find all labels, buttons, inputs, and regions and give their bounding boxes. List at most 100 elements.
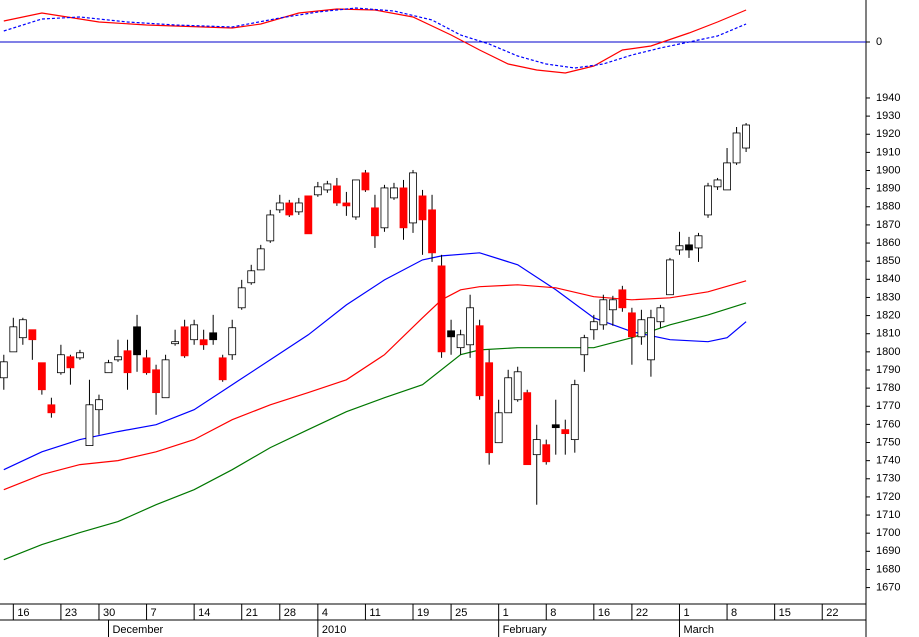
candle-body [627, 312, 636, 338]
x-tick-label: 1 [683, 607, 689, 619]
candle-body [599, 299, 608, 326]
candle-body [675, 245, 684, 251]
candle-body [28, 329, 37, 341]
candle-body [390, 187, 398, 199]
x-tick-label: 28 [284, 607, 296, 619]
candle-body [551, 424, 560, 429]
y-tick-label: 1890 [876, 183, 900, 195]
candle-body [76, 352, 84, 359]
candle-body [656, 307, 665, 323]
candle-body [447, 330, 455, 338]
x-tick-label: 16 [17, 607, 29, 619]
candle-body [494, 412, 503, 444]
candle-body [418, 195, 427, 221]
candle-body [332, 185, 341, 204]
x-tick-label: 21 [246, 607, 258, 619]
candle-body [95, 399, 103, 411]
y-tick-label: 0 [876, 36, 882, 48]
y-tick-label: 1880 [876, 201, 900, 213]
candle-body [47, 404, 56, 414]
candle-body [66, 356, 75, 369]
candle-body [256, 248, 265, 271]
y-tick-label: 1920 [876, 128, 900, 140]
candle-body [732, 132, 741, 164]
candle-body [313, 186, 322, 196]
candle-body [171, 341, 180, 345]
candle-body [323, 183, 332, 191]
candle-body [685, 244, 693, 251]
candle-body [399, 187, 408, 229]
y-tick-label: 1720 [876, 491, 900, 503]
x-tick-label: 8 [731, 607, 737, 619]
x-tick-label: 4 [322, 607, 328, 619]
candle-body [647, 317, 655, 361]
candle-body [618, 289, 627, 309]
candle-body [304, 195, 313, 235]
candle-body [513, 371, 522, 401]
y-tick-label: 1670 [876, 581, 900, 593]
y-tick-label: 1820 [876, 309, 900, 321]
candle-body [666, 259, 674, 296]
month-label: February [503, 624, 548, 636]
y-tick-label: 1730 [876, 473, 900, 485]
candle-body [190, 324, 199, 341]
candle-body [294, 202, 303, 213]
x-tick-label: 22 [636, 607, 648, 619]
x-tick-label: 14 [198, 607, 210, 619]
candle-body [218, 357, 227, 381]
candle-body [542, 444, 551, 463]
series-line [3, 8, 747, 74]
y-tick-label: 1940 [876, 92, 900, 104]
candle-body [485, 362, 494, 454]
candle-body [228, 327, 237, 356]
x-tick-label: 22 [826, 607, 838, 619]
y-tick-label: 1680 [876, 563, 900, 575]
x-tick-label: 1 [503, 607, 509, 619]
candle-body [0, 361, 8, 379]
candle-body [475, 325, 484, 397]
candle-body [380, 187, 389, 229]
candle-body [371, 207, 379, 237]
candle-body [704, 185, 712, 216]
candle-body [456, 334, 465, 349]
x-tick-label: 23 [65, 607, 77, 619]
candle-body [561, 429, 570, 435]
candle-body [580, 337, 589, 356]
month-label: March [683, 624, 714, 636]
candle-body [608, 299, 617, 311]
y-tick-label: 1690 [876, 545, 900, 557]
candle-body [85, 404, 94, 446]
y-tick-label: 1760 [876, 418, 900, 430]
candle-body [694, 235, 703, 249]
candle-body [237, 287, 246, 309]
x-tick-label: 19 [417, 607, 429, 619]
candle-body [742, 124, 750, 149]
candle-body [18, 319, 27, 339]
candle-body [114, 356, 122, 361]
candle-body [723, 162, 731, 191]
candle-body [361, 172, 370, 191]
y-tick-label: 1740 [876, 455, 900, 467]
y-tick-label: 1800 [876, 346, 900, 358]
y-tick-label: 1870 [876, 219, 900, 231]
candle-body [285, 202, 294, 216]
candle-body [352, 179, 360, 218]
candle-body [437, 265, 446, 353]
y-tick-label: 1850 [876, 255, 900, 267]
y-tick-label: 1770 [876, 400, 900, 412]
candle-body [637, 319, 646, 338]
y-tick-label: 1700 [876, 527, 900, 539]
y-tick-label: 1840 [876, 273, 900, 285]
candle-body [504, 377, 513, 414]
y-tick-label: 1930 [876, 110, 900, 122]
candle-body [142, 357, 151, 374]
x-tick-label: 8 [550, 607, 556, 619]
y-tick-label: 1750 [876, 436, 900, 448]
candle-body [133, 326, 141, 356]
y-tick-label: 1830 [876, 291, 900, 303]
candle-body [466, 307, 475, 346]
candle-body [523, 392, 532, 466]
y-tick-label: 1780 [876, 382, 900, 394]
